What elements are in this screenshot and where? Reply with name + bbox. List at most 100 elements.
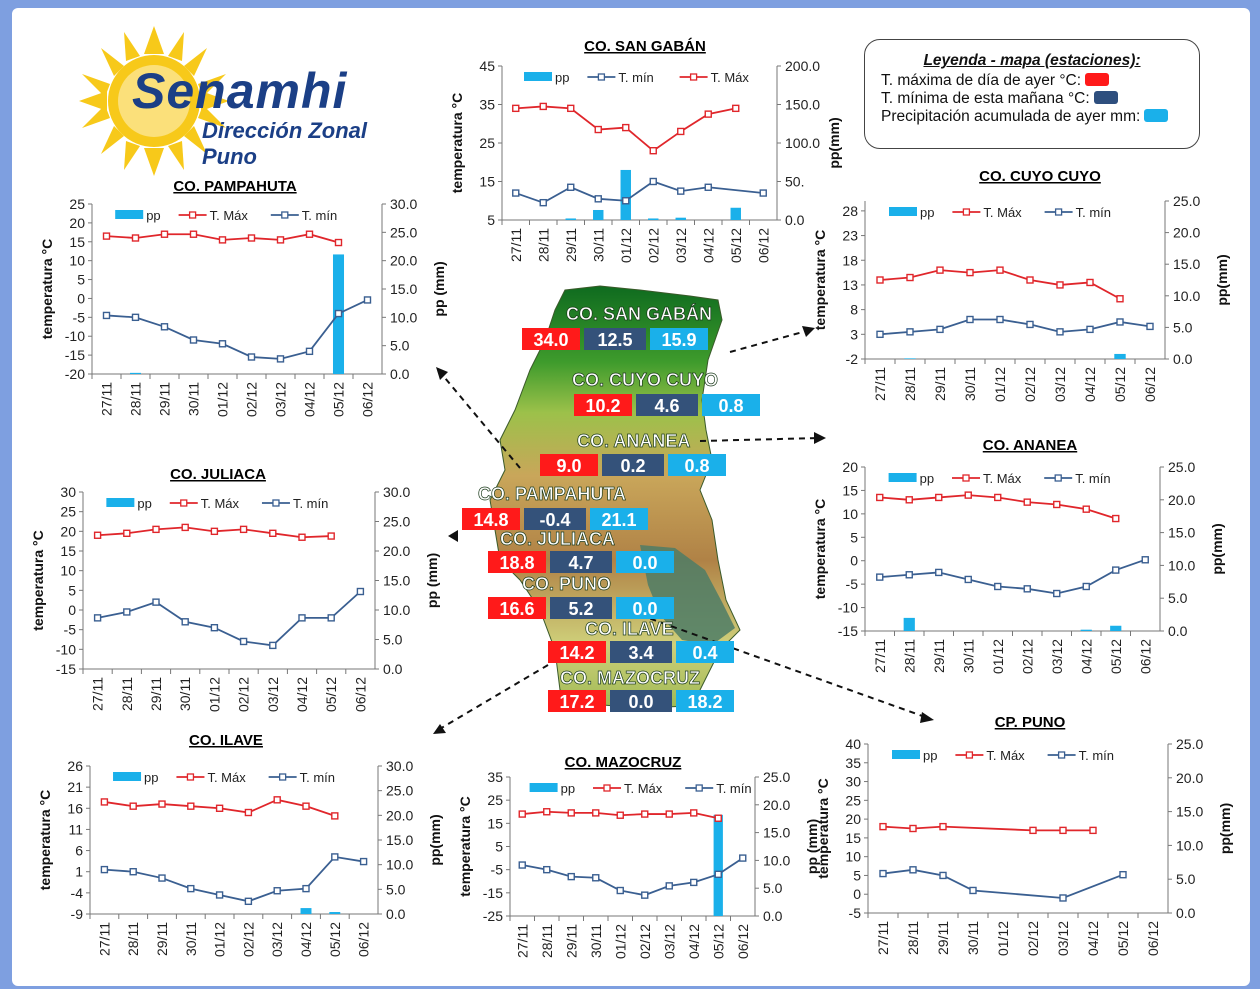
y2-tick-label: 25.0 bbox=[383, 514, 410, 530]
tmax-point bbox=[334, 238, 343, 247]
legend-tmin-marker bbox=[272, 499, 280, 507]
tmax-point bbox=[649, 146, 657, 155]
legend-item-tmin: T. mínima de esta mañana °C: bbox=[881, 90, 1118, 108]
x-tick-label: 29/11 bbox=[563, 924, 579, 958]
y-tick-label: 35 bbox=[845, 755, 861, 771]
y2-tick-label: 200.0 bbox=[785, 58, 820, 74]
legend-pp-swatch bbox=[115, 210, 144, 219]
tmin-point bbox=[969, 886, 977, 895]
tmin-point bbox=[996, 315, 1004, 324]
x-tick-label: 06/12 bbox=[735, 924, 751, 959]
x-tick-label: 05/12 bbox=[710, 924, 726, 959]
legend-item-tmax: T. máxima de día de ayer °C: bbox=[881, 72, 1110, 90]
y-tick-label: 16 bbox=[67, 800, 83, 816]
y-tick-label: 0 bbox=[850, 553, 858, 569]
y-tick-label: 10 bbox=[842, 506, 858, 522]
tmax-point bbox=[966, 268, 974, 277]
tmax-point bbox=[93, 531, 102, 539]
x-tick-label: 29/11 bbox=[148, 677, 164, 711]
tmin-point bbox=[1119, 870, 1127, 879]
tmin-point bbox=[359, 857, 368, 866]
tmin-point bbox=[100, 865, 109, 874]
y2-tick-label: 30.0 bbox=[386, 758, 413, 774]
tmax-point bbox=[964, 491, 972, 499]
legend-tmin-label: T. mín bbox=[618, 70, 653, 85]
legend-tmin-marker bbox=[278, 773, 287, 781]
y-tick-label: -10 bbox=[56, 641, 76, 657]
tmin-line bbox=[515, 180, 764, 204]
y-tick-label: 30 bbox=[845, 774, 861, 790]
y-tick-label: -15 bbox=[483, 885, 503, 901]
y2-tick-label: 15.0 bbox=[1173, 256, 1200, 272]
y-tick-label: 5 bbox=[68, 582, 76, 598]
tmin-point bbox=[1026, 320, 1034, 329]
y-tick-label: 15 bbox=[69, 234, 85, 250]
tmax-point bbox=[539, 102, 547, 111]
legend-tmax-label: T. Máx bbox=[983, 205, 1022, 220]
tmin-point bbox=[966, 315, 974, 324]
y2-tick-label: 15.0 bbox=[383, 573, 410, 589]
tmin-line bbox=[104, 855, 364, 903]
y-tick-label: 10 bbox=[69, 253, 85, 269]
tmin-point bbox=[187, 884, 195, 893]
tmax-point bbox=[906, 273, 914, 282]
y2-tick-label: 20.0 bbox=[763, 797, 790, 813]
chart-puno: CP. PUNO -5 0 5 10 15 20 25 30 35 40 0.0 5.0 10.0 15.0… bbox=[815, 712, 1245, 984]
tmin-point bbox=[1146, 322, 1154, 331]
tmin-point bbox=[879, 869, 887, 878]
legend-pp-swatch bbox=[888, 473, 917, 482]
tmax-point bbox=[1029, 826, 1037, 835]
tmin-point bbox=[181, 618, 189, 626]
tmin-point bbox=[210, 623, 219, 632]
tmax-point bbox=[1086, 278, 1094, 287]
tmax-point bbox=[189, 230, 198, 238]
y2-axis-label: pp(mm) bbox=[826, 117, 842, 168]
y-tick-label: 15 bbox=[60, 543, 76, 559]
tmin-point bbox=[649, 177, 657, 186]
x-tick-label: 05/12 bbox=[323, 677, 339, 712]
y2-tick-label: 15.0 bbox=[1176, 804, 1203, 820]
y2-axis-label: pp(mm) bbox=[1209, 523, 1225, 574]
legend-pp-label: pp bbox=[555, 70, 569, 85]
y2-tick-label: 5.0 bbox=[1168, 590, 1188, 606]
tmin-point bbox=[152, 598, 160, 606]
tmin-point bbox=[215, 891, 224, 899]
y2-axis-label: pp(mm) bbox=[427, 814, 443, 865]
x-tick-label: 27/11 bbox=[90, 677, 106, 711]
y-tick-label: 0 bbox=[77, 290, 85, 306]
y-tick-label: 25 bbox=[69, 196, 85, 212]
chart-sangaban: CO. SAN GABÁN 5 15 25 35 45 0.0 50. 100.0 150.0 20… bbox=[440, 36, 842, 286]
y2-tick-label: 20.0 bbox=[1168, 492, 1195, 508]
x-tick-label: 05/12 bbox=[331, 382, 347, 417]
tmax-point bbox=[996, 266, 1004, 274]
chart-cuyocuyo: CO. CUYO CUYO -2 3 8 13 18 23 28 0.0 5.0 10.0 15.0 2… bbox=[812, 166, 1240, 426]
y-tick-label: 8 bbox=[850, 302, 858, 318]
tmax-point bbox=[732, 104, 740, 113]
x-tick-label: 01/12 bbox=[612, 924, 628, 959]
tmax-point bbox=[273, 796, 281, 804]
x-tick-label: 05/12 bbox=[327, 922, 343, 957]
tmax-point bbox=[239, 525, 248, 534]
tmax-point bbox=[331, 812, 339, 820]
tmax-point bbox=[218, 236, 227, 244]
tmin-point bbox=[539, 198, 547, 207]
y-tick-label: -2 bbox=[846, 351, 859, 367]
tmax-point bbox=[935, 493, 943, 502]
tmin-point bbox=[244, 897, 253, 906]
tmax-point bbox=[1026, 276, 1034, 284]
y-tick-label: 30 bbox=[60, 484, 76, 500]
tmin-point bbox=[512, 189, 520, 197]
x-tick-label: 27/11 bbox=[99, 382, 115, 416]
tmin-point bbox=[759, 189, 767, 197]
x-tick-label: 02/12 bbox=[1019, 639, 1035, 674]
legend-tmin-marker bbox=[1054, 208, 1063, 216]
y-tick-label: -15 bbox=[65, 347, 85, 363]
pp-bar bbox=[129, 372, 142, 374]
pp-bar bbox=[565, 218, 576, 220]
x-tick-label: 30/11 bbox=[590, 228, 606, 262]
tmax-point bbox=[1056, 281, 1064, 289]
y2-tick-label: 20.0 bbox=[383, 543, 410, 559]
tmax-point bbox=[876, 276, 884, 284]
y-tick-label: -4 bbox=[71, 885, 84, 901]
sun-icon bbox=[79, 26, 229, 176]
